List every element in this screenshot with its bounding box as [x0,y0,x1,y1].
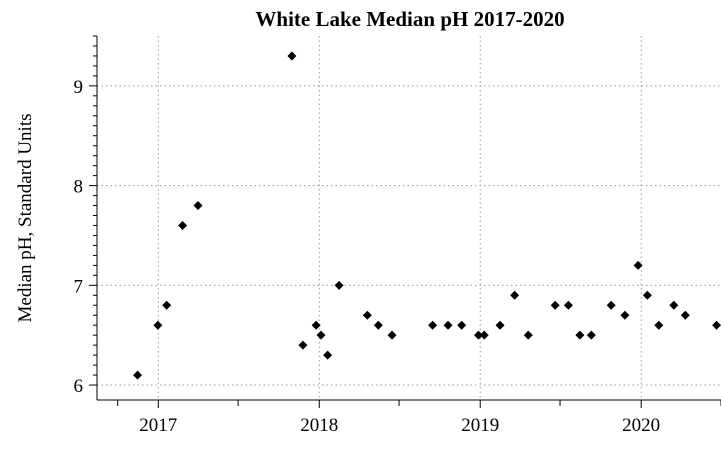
data-point [311,320,321,330]
data-point [193,201,203,211]
data-point [654,320,664,330]
data-point [316,330,326,340]
data-point [153,320,163,330]
data-point [586,330,596,340]
y-tick-label-9: 9 [74,77,84,98]
data-point [495,320,505,330]
data-point [669,300,679,310]
data-point [323,350,333,360]
data-point [606,300,616,310]
data-point [133,370,143,380]
data-point [473,330,483,340]
data-point [334,280,344,290]
data-point [443,320,453,330]
data-point [642,290,652,300]
data-point [287,51,297,61]
grid-layer [97,36,721,400]
tick-layer: 6 7 8 9 2017 2018 2019 2020 [74,35,721,436]
x-tick-label-2019: 2019 [461,415,499,436]
data-point [563,300,573,310]
x-tick-label-2020: 2020 [622,415,660,436]
data-point [373,320,383,330]
data-point [523,330,533,340]
y-axis-label: Median pH, Standard Units [15,114,36,323]
data-point [428,320,438,330]
data-point [550,300,560,310]
chart-title: White Lake Median pH 2017-2020 [255,7,564,31]
data-point [620,310,630,320]
data-point [298,340,308,350]
data-point [633,260,643,270]
y-tick-label-6: 6 [74,376,84,397]
axis-layer [96,36,721,401]
y-tick-label-7: 7 [74,276,84,297]
data-point [479,330,489,340]
data-point [362,310,372,320]
data-points [133,51,721,380]
x-tick-label-2017: 2017 [139,415,177,436]
data-point [457,320,467,330]
x-tick-label-2018: 2018 [300,415,338,436]
y-tick-label-8: 8 [74,177,84,198]
data-point [178,220,188,230]
data-point [387,330,397,340]
data-point [162,300,172,310]
data-point [680,310,690,320]
data-point [510,290,520,300]
data-point [575,330,585,340]
data-point [712,320,721,330]
